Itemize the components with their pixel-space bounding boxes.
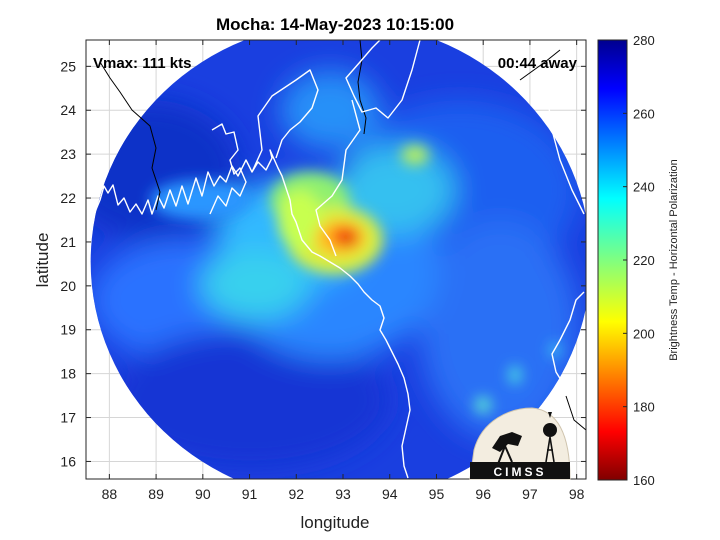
y-axis-ticks: 16 17 18 19 20 21 22 23 24 25 [60,58,586,469]
x-axis-label: longitude [300,513,369,532]
border-laos [519,49,561,81]
logo-tower-tank-icon [543,423,557,437]
border-bangladesh-myanmar [251,69,319,173]
storm-core [150,145,560,413]
coastline-north [345,40,421,119]
river-delta [209,123,247,215]
colorbar-tick-label: 220 [633,253,655,268]
plot-frame [85,39,587,480]
logo-text: CIMSS [493,465,546,479]
x-tick-label: 98 [569,486,585,502]
x-tick-label: 94 [382,486,398,502]
border-myanmar-thailand [551,291,585,403]
colorbar-tick-label: 240 [633,180,655,195]
colorbar-label: Brightness Temp - Horizontal Polarizatio… [668,159,680,361]
y-tick-label: 21 [60,234,76,250]
time-away-annotation: 00:44 away [498,55,578,72]
x-tick-label: 97 [522,486,538,502]
x-tick-label: 90 [195,486,211,502]
x-tick-label: 96 [475,486,491,502]
colorbar-tick-label: 200 [633,326,655,341]
y-axis-label: latitude [33,233,52,288]
y-tick-label: 19 [60,322,76,338]
y-tick-label: 25 [60,58,76,74]
x-tick-label: 95 [429,486,445,502]
x-tick-label: 88 [102,486,118,502]
border-myanmar-east [315,99,361,257]
y-tick-label: 17 [60,410,76,426]
border-india-bangladesh [99,61,161,211]
vmax-annotation: Vmax: 111 kts [93,55,191,72]
logo-banner [470,462,570,479]
colorbar-tick-label: 260 [633,106,655,121]
x-axis-ticks: 88 89 90 91 92 93 94 95 96 97 98 [102,40,585,502]
x-tick-label: 91 [242,486,258,502]
chart-title: Mocha: 14-May-2023 10:15:00 [216,15,454,34]
x-tick-label: 89 [148,486,164,502]
y-tick-label: 24 [60,102,76,118]
y-tick-label: 18 [60,366,76,382]
colorbar-ticks: 280 260 240 220 200 180 160 [623,33,655,488]
swath-layer [90,40,586,479]
colorbar [597,39,628,481]
border-myanmar-northeast [357,40,367,135]
colorbar-tick-label: 280 [633,33,655,48]
border-myanmar-thailand-south [565,395,586,431]
colorbar-tick-label: 180 [633,400,655,415]
coastline-west [86,149,411,479]
x-tick-label: 93 [335,486,351,502]
coastline-layer [86,40,586,479]
logo-dish-stand-icon [497,445,513,465]
y-tick-label: 16 [60,453,76,469]
x-tick-label: 92 [288,486,304,502]
y-tick-label: 20 [60,278,76,294]
cimss-logo: CIMSS [469,407,571,480]
y-tick-label: 23 [60,146,76,162]
y-tick-label: 22 [60,190,76,206]
logo-dish-icon [492,432,522,452]
colorbar-tick-label: 160 [633,473,655,488]
border-thailand [547,40,585,215]
logo-tower-icon [545,436,555,463]
